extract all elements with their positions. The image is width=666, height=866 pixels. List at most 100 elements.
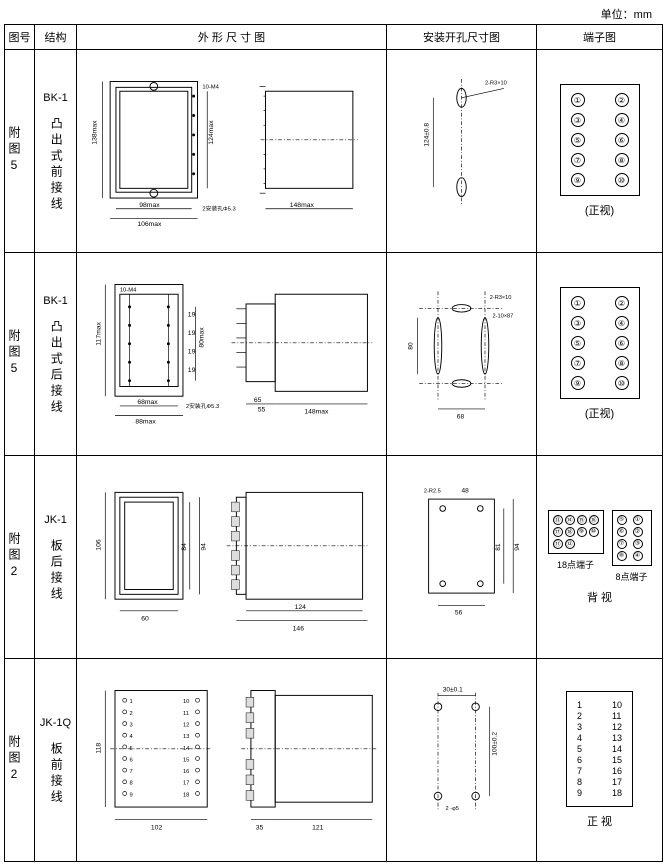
struct-code: JK-1 [37,511,74,531]
svg-text:2-R3×10: 2-R3×10 [485,81,507,87]
view-label: 正 视 [541,813,658,829]
svg-text:2安装孔Φ5.3: 2安装孔Φ5.3 [186,402,219,410]
header-row: 图号 结构 外 形 尺 寸 图 安装开孔尺寸图 端子图 [5,25,663,50]
svg-text:118: 118 [95,743,102,754]
svg-text:2: 2 [130,711,133,717]
svg-text:10-M4: 10-M4 [120,287,137,293]
struct-code: BK-1 [37,89,74,109]
svg-text:148max: 148max [304,409,329,416]
svg-text:121: 121 [312,824,324,831]
svg-text:146: 146 [293,625,305,632]
struct-desc: 板前接线 [45,742,67,806]
svg-text:9: 9 [130,792,133,798]
unit-label: 单位：mm [4,4,662,24]
terminal-diagram: ①② ③④ ⑤⑥ ⑦⑧ ⑨⑩ (正视) [537,253,663,456]
svg-text:148max: 148max [290,202,315,209]
svg-text:138max: 138max [92,120,99,145]
struct-code: JK-1Q [37,714,74,734]
svg-text:19: 19 [188,367,196,374]
struct-code: BK-1 [37,292,74,312]
svg-text:88max: 88max [135,418,156,425]
svg-text:84: 84 [181,543,188,551]
fig-no: 附图2 [6,532,23,582]
svg-text:19: 19 [188,312,196,319]
svg-text:100±0.2: 100±0.2 [491,732,498,756]
mount-diagram: 2-R2.5 48 81 94 56 [387,456,537,659]
hdr-figno: 图号 [5,25,35,50]
svg-text:10: 10 [183,699,189,705]
fig-no: 附图2 [6,735,23,785]
svg-text:30±0.1: 30±0.1 [443,687,463,694]
svg-text:56: 56 [455,610,463,617]
fig-no: 附图5 [6,329,23,379]
mount-diagram: 2-R3×10 124±0.8 [387,50,537,253]
svg-text:2-10×87: 2-10×87 [493,314,514,320]
terminal-list: 110 211 312 413 514 615 716 817 918 [577,700,622,798]
svg-text:48: 48 [462,488,470,495]
svg-text:65: 65 [254,397,262,404]
svg-text:60: 60 [141,616,149,623]
table-row: 附图2 JK-1Q 板前接线 110 211 312 413 514 [5,659,663,862]
view-label: 背 视 [541,589,658,605]
svg-text:117max: 117max [95,321,102,345]
hdr-mount: 安装开孔尺寸图 [387,25,537,50]
svg-text:98max: 98max [139,202,160,209]
svg-text:94: 94 [514,543,521,551]
terminal-diagram: ①② ③④ ⑤⑥ ⑦⑧ ⑨⑩ (正视) [537,50,663,253]
svg-text:106: 106 [95,539,102,551]
outline-diagram: 106 84 94 60 124 146 [77,456,387,659]
view-label: (正视) [541,405,658,421]
svg-text:4: 4 [130,734,134,740]
svg-text:8: 8 [130,781,133,787]
svg-text:94: 94 [200,543,207,551]
svg-text:10-M4: 10-M4 [202,84,219,90]
svg-text:2 -φ5: 2 -φ5 [446,806,459,812]
svg-text:19: 19 [188,348,196,355]
table-row: 附图2 JK-1 板后接线 106 84 94 60 124 146 2-R2.… [5,456,663,659]
table-row: 附图5 BK-1 凸出式后接线 10-M4 117max 19 19 19 19 80… [5,253,663,456]
hdr-struct: 结构 [35,25,77,50]
svg-text:2-R2.5: 2-R2.5 [424,489,441,495]
svg-text:81: 81 [495,543,502,551]
svg-text:13: 13 [183,734,189,740]
struct-desc: 凸出式后接线 [45,320,67,416]
struct-desc: 板后接线 [45,539,67,603]
svg-text:124±0.8: 124±0.8 [424,123,431,147]
fig-no: 附图5 [6,126,23,176]
svg-text:124: 124 [295,604,307,611]
svg-text:80: 80 [408,342,415,350]
svg-text:6: 6 [130,757,133,763]
svg-text:16: 16 [183,769,189,775]
spec-table: 图号 结构 外 形 尺 寸 图 安装开孔尺寸图 端子图 附图5 BK-1 凸出式… [4,24,663,862]
svg-text:80max: 80max [198,327,205,348]
terminal-diagram: ⑬⑭⑮⑯ ⑰⑱⑨⑩ ⑪⑫ 18点端子 ⑤① ⑥② ⑦③ ⑧④ 8点端子 [537,456,663,659]
svg-text:17: 17 [183,781,189,787]
svg-text:15: 15 [183,757,189,763]
svg-text:14: 14 [183,746,190,752]
svg-text:55: 55 [258,407,266,414]
svg-text:68max: 68max [137,399,158,406]
svg-text:1: 1 [130,699,133,705]
view-label: (正视) [541,202,658,218]
svg-text:18: 18 [183,792,189,798]
svg-text:5: 5 [130,746,133,752]
svg-text:19: 19 [188,330,196,337]
mount-diagram: 2-R3×10 2-10×87 80 68 [387,253,537,456]
table-row: 附图5 BK-1 凸出式前接线 10-M4 138max 124max 98ma… [5,50,663,253]
svg-text:102: 102 [151,824,163,831]
outline-diagram: 110 211 312 413 514 615 716 817 918 118 … [77,659,387,862]
terminal-diagram: 110 211 312 413 514 615 716 817 918 正 视 [537,659,663,862]
svg-text:68: 68 [457,413,465,420]
hdr-outline: 外 形 尺 寸 图 [77,25,387,50]
svg-text:3: 3 [130,722,133,728]
outline-diagram: 10-M4 138max 124max 98max 106max 2安装孔Φ5.… [77,50,387,253]
svg-text:12: 12 [183,722,189,728]
hdr-term: 端子图 [537,25,663,50]
mount-diagram: 30±0.1 100±0.2 2 -φ5 [387,659,537,862]
svg-text:35: 35 [256,824,264,831]
struct-desc: 凸出式前接线 [45,117,67,213]
outline-diagram: 10-M4 117max 19191919 80max 68max 88max … [77,253,387,456]
svg-text:2安装孔Φ5.3: 2安装孔Φ5.3 [202,205,235,213]
svg-text:2-R3×10: 2-R3×10 [490,295,512,301]
svg-text:124max: 124max [208,120,215,145]
